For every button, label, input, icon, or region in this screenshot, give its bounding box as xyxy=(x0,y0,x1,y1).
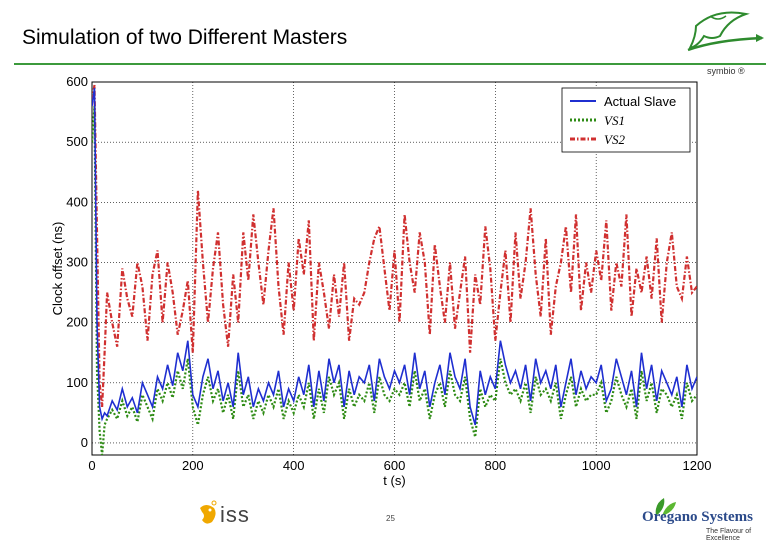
x-axis-label: t (s) xyxy=(383,473,405,488)
legend-label: VS2 xyxy=(604,132,625,147)
x-tick-label: 0 xyxy=(88,458,95,473)
y-tick-label: 300 xyxy=(66,254,88,269)
y-tick-label: 400 xyxy=(66,194,88,209)
x-tick-label: 400 xyxy=(283,458,305,473)
title-divider xyxy=(14,63,766,65)
series-line-0 xyxy=(92,87,697,426)
series-line-2 xyxy=(92,84,697,408)
oregano-systems-name: Oregano Systems xyxy=(642,509,753,525)
y-tick-label: 200 xyxy=(66,315,88,330)
x-tick-label: 200 xyxy=(182,458,204,473)
symbio-bird-icon xyxy=(687,11,764,52)
y-tick-label: 0 xyxy=(81,435,88,450)
y-tick-label: 100 xyxy=(66,375,88,390)
oregano-tagline: The Flavour of Excellence xyxy=(706,528,752,542)
iss-fish-icon xyxy=(200,500,217,524)
slide-title: Simulation of two Different Masters xyxy=(22,26,348,49)
leaf-icon xyxy=(655,498,676,516)
x-tick-label: 600 xyxy=(384,458,406,473)
x-tick-label: 1200 xyxy=(683,458,712,473)
x-tick-label: 800 xyxy=(484,458,506,473)
y-tick-label: 600 xyxy=(66,74,88,89)
x-tick-label: 1000 xyxy=(582,458,611,473)
legend-label: Actual Slave xyxy=(604,94,676,109)
iss-logo-text: iss xyxy=(220,502,250,527)
legend-label: VS1 xyxy=(604,113,625,128)
y-axis-label: Clock offset (ns) xyxy=(50,222,65,316)
symbio-logo-text: symbio ® xyxy=(707,66,745,76)
series-line-1 xyxy=(92,106,697,455)
y-tick-label: 500 xyxy=(66,134,88,149)
page-number: 25 xyxy=(386,514,395,523)
